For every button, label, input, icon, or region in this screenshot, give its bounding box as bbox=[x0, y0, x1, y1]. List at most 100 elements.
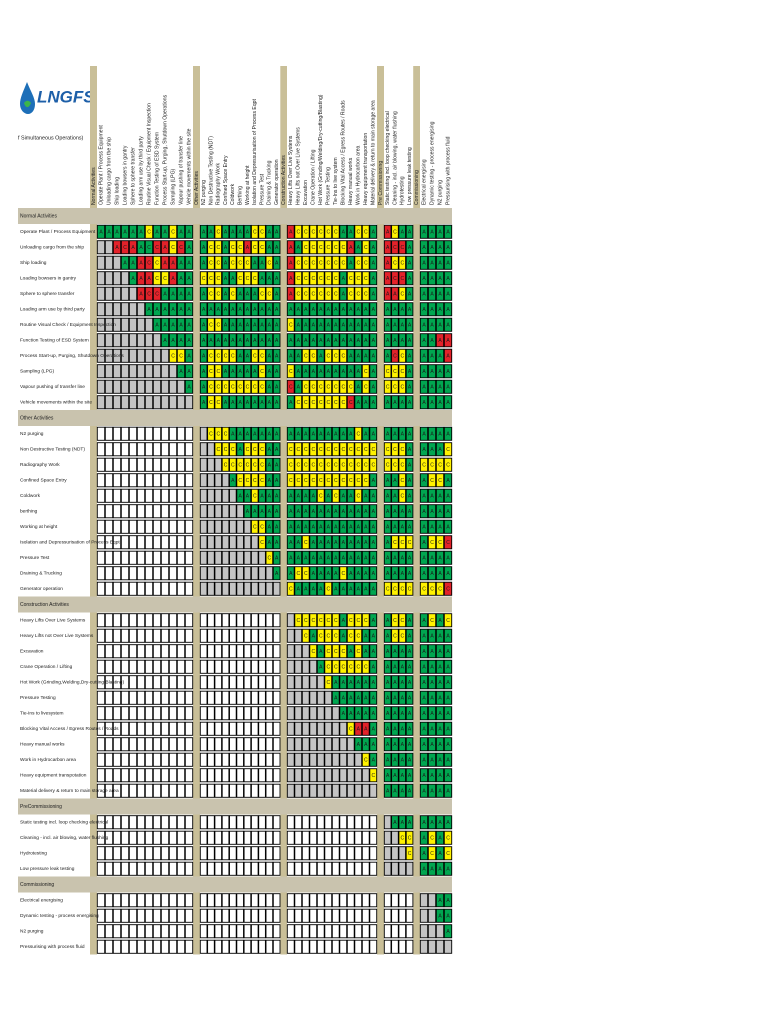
cell bbox=[152, 426, 162, 441]
cell-rating: A bbox=[446, 229, 450, 235]
cell bbox=[294, 271, 303, 286]
cell bbox=[383, 442, 392, 457]
cell bbox=[214, 317, 223, 332]
cell bbox=[398, 442, 407, 457]
cell bbox=[272, 815, 281, 830]
cell bbox=[369, 302, 378, 317]
cell bbox=[214, 519, 223, 534]
cell bbox=[324, 783, 333, 798]
cell-rating: A bbox=[275, 384, 279, 390]
cell-rating: C bbox=[334, 291, 338, 297]
cell bbox=[214, 457, 223, 472]
cell-rating: A bbox=[430, 400, 434, 406]
cell bbox=[383, 613, 392, 628]
cell bbox=[258, 924, 266, 939]
cell-rating: A bbox=[334, 555, 338, 561]
cell bbox=[120, 473, 130, 488]
cell-rating: A bbox=[275, 540, 279, 546]
cell bbox=[294, 286, 303, 301]
cell bbox=[265, 395, 274, 410]
cell-rating: C bbox=[260, 291, 264, 297]
cell bbox=[398, 348, 407, 363]
cell bbox=[361, 924, 370, 939]
row-label: Sampling (LPG) bbox=[20, 369, 55, 375]
cell bbox=[96, 628, 106, 643]
cell bbox=[112, 706, 122, 721]
cell bbox=[160, 939, 170, 954]
cell-rating: A bbox=[438, 322, 442, 328]
cell bbox=[160, 224, 170, 239]
cell bbox=[331, 364, 340, 379]
cell-rating: A bbox=[327, 493, 331, 499]
cell-rating: A bbox=[268, 276, 272, 282]
cell bbox=[316, 333, 325, 348]
cell-rating: A bbox=[312, 555, 316, 561]
cell-rating: A bbox=[364, 307, 368, 313]
cell bbox=[144, 566, 154, 581]
cell-rating: A bbox=[275, 338, 279, 344]
cell-rating: A bbox=[349, 369, 353, 375]
cell-rating: A bbox=[357, 509, 361, 515]
cell bbox=[221, 240, 230, 255]
cell bbox=[243, 846, 252, 861]
cell bbox=[324, 846, 333, 861]
cell bbox=[331, 815, 340, 830]
cell bbox=[324, 504, 333, 519]
cell bbox=[236, 659, 244, 674]
cell-rating: C bbox=[304, 540, 308, 546]
cell bbox=[152, 783, 162, 798]
cell-rating: A bbox=[372, 384, 376, 390]
cell bbox=[331, 395, 340, 410]
cell bbox=[331, 690, 340, 705]
row-label: N2 purging bbox=[20, 431, 44, 437]
cell bbox=[258, 379, 266, 394]
cell-rating: C bbox=[430, 540, 434, 546]
cell-rating: A bbox=[289, 307, 293, 313]
row-label: N2 purging bbox=[20, 929, 44, 935]
cell-rating: A bbox=[364, 493, 368, 499]
cell bbox=[229, 893, 237, 908]
cell bbox=[258, 504, 266, 519]
cell bbox=[229, 457, 237, 472]
cell-rating: A bbox=[386, 291, 390, 297]
cell bbox=[207, 504, 215, 519]
cell bbox=[258, 457, 266, 472]
cell-rating: C bbox=[238, 384, 242, 390]
cell bbox=[243, 364, 252, 379]
cell-rating: C bbox=[304, 618, 308, 624]
cell bbox=[383, 224, 392, 239]
row-label: Work in Hydrocarbon area bbox=[20, 757, 76, 763]
cell bbox=[229, 364, 237, 379]
cell bbox=[309, 519, 318, 534]
cell bbox=[443, 939, 453, 954]
cell bbox=[398, 644, 407, 659]
cell bbox=[104, 317, 114, 332]
cell-rating: C bbox=[253, 384, 257, 390]
cell bbox=[419, 442, 429, 457]
cell bbox=[419, 566, 429, 581]
cell-rating: C bbox=[341, 400, 345, 406]
group-strip bbox=[90, 66, 97, 955]
cell-rating: C bbox=[311, 400, 315, 406]
cell-rating: A bbox=[408, 695, 412, 701]
cell bbox=[96, 379, 106, 394]
cell-rating: A bbox=[289, 260, 293, 266]
cell bbox=[160, 581, 170, 596]
cell-rating: A bbox=[438, 245, 442, 251]
cell-rating: A bbox=[275, 245, 279, 251]
cell-rating: C bbox=[371, 447, 375, 453]
cell bbox=[96, 224, 106, 239]
cell bbox=[339, 442, 348, 457]
cell-rating: C bbox=[171, 245, 175, 251]
cell bbox=[346, 333, 355, 348]
cell-rating: A bbox=[297, 540, 301, 546]
cell-rating: A bbox=[393, 680, 397, 686]
cell-rating: A bbox=[408, 742, 412, 748]
cell bbox=[243, 333, 252, 348]
cell bbox=[120, 550, 130, 565]
cell bbox=[258, 317, 266, 332]
cell bbox=[243, 488, 252, 503]
cell-rating: A bbox=[357, 369, 361, 375]
cell bbox=[250, 924, 259, 939]
